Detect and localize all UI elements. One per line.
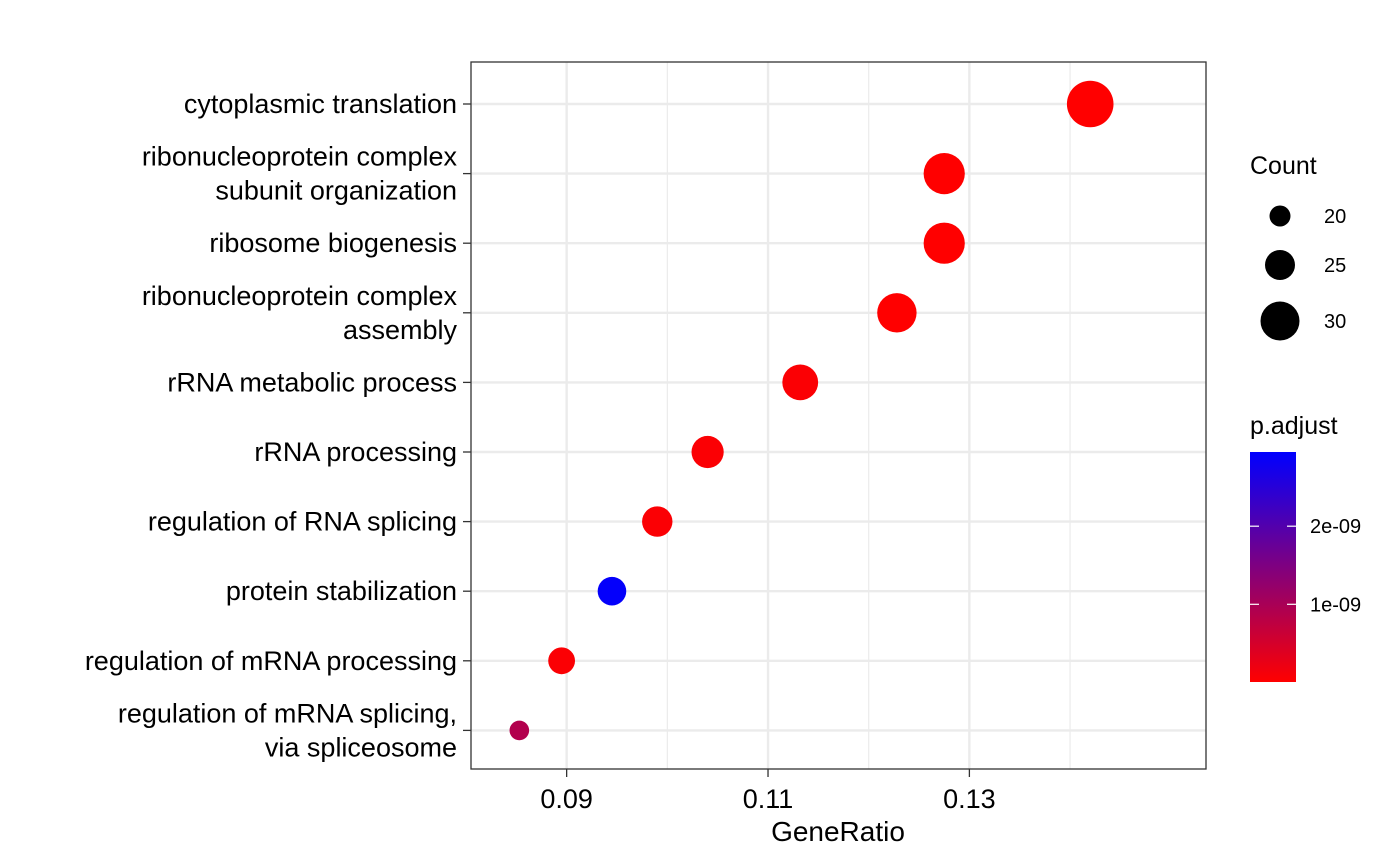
y-tick-label: protein stabilization	[226, 576, 457, 606]
size-legend-key	[1260, 301, 1300, 341]
data-point	[923, 222, 965, 264]
color-bar	[1250, 452, 1296, 682]
y-tick-label: assembly	[343, 315, 458, 345]
minor-gridlines	[666, 62, 1071, 769]
data-point	[597, 576, 627, 606]
x-tick-label: 0.09	[540, 784, 593, 814]
data-point	[923, 153, 965, 195]
size-legend-label: 25	[1324, 255, 1346, 277]
data-point	[1066, 80, 1114, 128]
y-tick-label: regulation of mRNA splicing,	[118, 698, 457, 728]
data-point	[691, 435, 724, 469]
color-legend-title: p.adjust	[1250, 412, 1338, 440]
color-legend: p.adjust 1e-09 2e-09	[1250, 412, 1361, 682]
major-gridlines	[471, 62, 1206, 769]
y-tick-label: ribonucleoprotein complex	[142, 281, 458, 311]
y-tick-label: regulation of mRNA processing	[85, 646, 457, 676]
size-legend-key	[1269, 205, 1291, 227]
panel-border	[470, 61, 1207, 770]
data-point	[548, 647, 576, 675]
y-tick-label: rRNA metabolic process	[167, 367, 457, 397]
y-tick-label: rRNA processing	[254, 437, 457, 467]
y-tick-label: ribonucleoprotein complex	[142, 142, 458, 172]
y-tick-label: ribosome biogenesis	[209, 228, 457, 258]
color-legend-label: 2e-09	[1310, 516, 1361, 538]
size-legend-label: 30	[1324, 311, 1346, 333]
data-point	[877, 293, 917, 333]
size-legend-label: 20	[1324, 206, 1346, 228]
y-tick-label: via spliceosome	[265, 732, 457, 762]
y-tick-label: regulation of RNA splicing	[148, 507, 457, 537]
size-legend: Count 20 25 30	[1250, 152, 1346, 341]
data-point	[642, 506, 673, 537]
size-legend-key	[1265, 250, 1295, 280]
data-points	[509, 80, 1114, 741]
x-axis: 0.09 0.11 0.13	[540, 769, 996, 814]
size-legend-title: Count	[1250, 152, 1317, 180]
x-tick-label: 0.13	[943, 784, 996, 814]
x-axis-title: GeneRatio	[771, 816, 905, 847]
y-axis: cytoplasmic translation ribonucleoprotein…	[85, 89, 471, 762]
data-point	[509, 720, 530, 741]
x-tick-label: 0.11	[743, 784, 794, 814]
y-tick-label: subunit organization	[215, 176, 457, 206]
y-tick-label: cytoplasmic translation	[184, 89, 457, 119]
color-legend-label: 1e-09	[1310, 594, 1361, 616]
data-point	[782, 364, 819, 401]
